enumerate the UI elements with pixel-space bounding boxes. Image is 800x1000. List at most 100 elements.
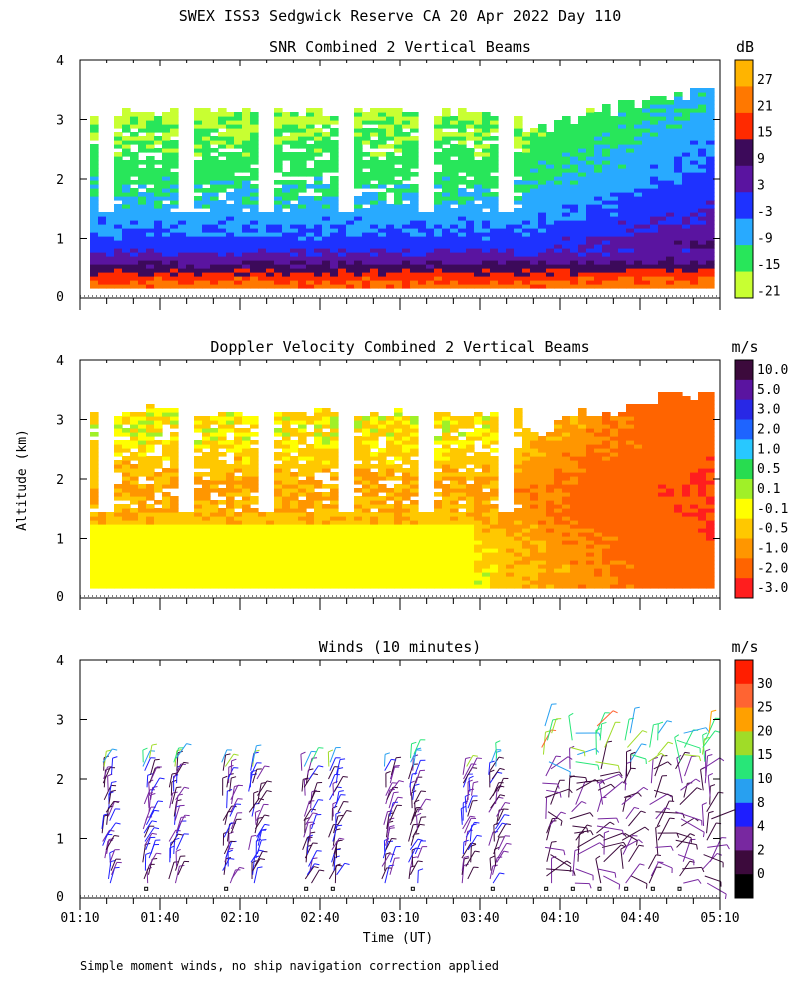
heatmap-cell [306,124,315,129]
heatmap-cell [90,480,99,485]
heatmap-cell [298,428,307,433]
heatmap-cell [298,572,307,577]
heatmap-cell [490,116,499,121]
heatmap-cell [594,180,603,185]
heatmap-cell [450,232,459,237]
heatmap-cell [658,232,667,237]
heatmap-cell [690,196,699,201]
heatmap-cell [450,168,459,173]
heatmap-cell [210,268,219,273]
heatmap-cell [530,268,539,273]
heatmap-cell [562,172,571,177]
heatmap-cell [114,188,123,193]
heatmap-cell [378,524,387,529]
heatmap-cell [538,272,547,277]
heatmap-cell [226,184,235,189]
heatmap-cell [346,536,355,541]
heatmap-cell [386,264,395,269]
heatmap-cell [226,284,235,289]
heatmap-cell [162,532,171,537]
heatmap-cell [250,460,259,465]
heatmap-cell [250,468,259,473]
heatmap-cell [202,504,211,509]
heatmap-cell [402,172,411,177]
heatmap-cell [210,256,219,261]
heatmap-cell [482,512,491,517]
heatmap-cell [194,564,203,569]
heatmap-cell [290,456,299,461]
heatmap-cell [306,240,315,245]
heatmap-cell [290,184,299,189]
heatmap-cell [274,164,283,169]
heatmap-cell [410,480,419,485]
heatmap-cell [698,200,707,205]
heatmap-cell [474,576,483,581]
heatmap-cell [314,284,323,289]
heatmap-cell [618,176,627,181]
heatmap-cell [250,144,259,149]
heatmap-cell [146,208,155,213]
heatmap-cell [482,536,491,541]
heatmap-cell [362,544,371,549]
heatmap-cell [330,544,339,549]
heatmap-cell [378,268,387,273]
heatmap-cell [682,272,691,277]
heatmap-cell [658,128,667,133]
heatmap-cell [154,240,163,245]
heatmap-cell [602,148,611,153]
heatmap-cell [490,428,499,433]
heatmap-cell [330,476,339,481]
heatmap-cell [562,176,571,181]
heatmap-cell [154,508,163,513]
heatmap-cell [322,120,331,125]
heatmap-cell [154,264,163,269]
heatmap-cell [138,168,147,173]
heatmap-cell [282,216,291,221]
heatmap-cell [242,200,251,205]
heatmap-cell [650,224,659,229]
heatmap-cell [490,524,499,529]
heatmap-cell [322,268,331,273]
heatmap-cell [258,248,267,253]
heatmap-cell [306,568,315,573]
heatmap-cell [658,160,667,165]
heatmap-cell [274,208,283,213]
heatmap-cell [282,520,291,525]
heatmap-cell [266,540,275,545]
heatmap-cell [386,112,395,117]
heatmap-cell [418,544,427,549]
heatmap-cell [578,216,587,221]
heatmap-cell [362,572,371,577]
heatmap-cell [354,532,363,537]
heatmap-cell [154,172,163,177]
heatmap-cell [250,568,259,573]
heatmap-cell [162,512,171,517]
heatmap-cell [378,240,387,245]
heatmap-cell [330,520,339,525]
heatmap-cell [450,428,459,433]
heatmap-cell [242,440,251,445]
heatmap-cell [666,208,675,213]
heatmap-cell [634,276,643,281]
heatmap-cell [602,200,611,205]
heatmap-cell [330,116,339,121]
heatmap-cell [138,236,147,241]
heatmap-cell [282,584,291,589]
heatmap-cell [250,188,259,193]
heatmap-cell [162,416,171,421]
heatmap-cell [666,132,675,137]
heatmap-cell [394,416,403,421]
heatmap-cell [90,544,99,549]
heatmap-cell [242,260,251,265]
heatmap-cell [226,472,235,477]
heatmap-cell [106,528,115,533]
heatmap-cell [242,248,251,253]
heatmap-cell [706,168,715,173]
heatmap-cell [274,212,283,217]
heatmap-cell [146,476,155,481]
heatmap-cell [578,256,587,261]
heatmap-cell [586,108,595,113]
heatmap-cell [506,220,515,225]
heatmap-cell [410,416,419,421]
heatmap-cell [154,200,163,205]
